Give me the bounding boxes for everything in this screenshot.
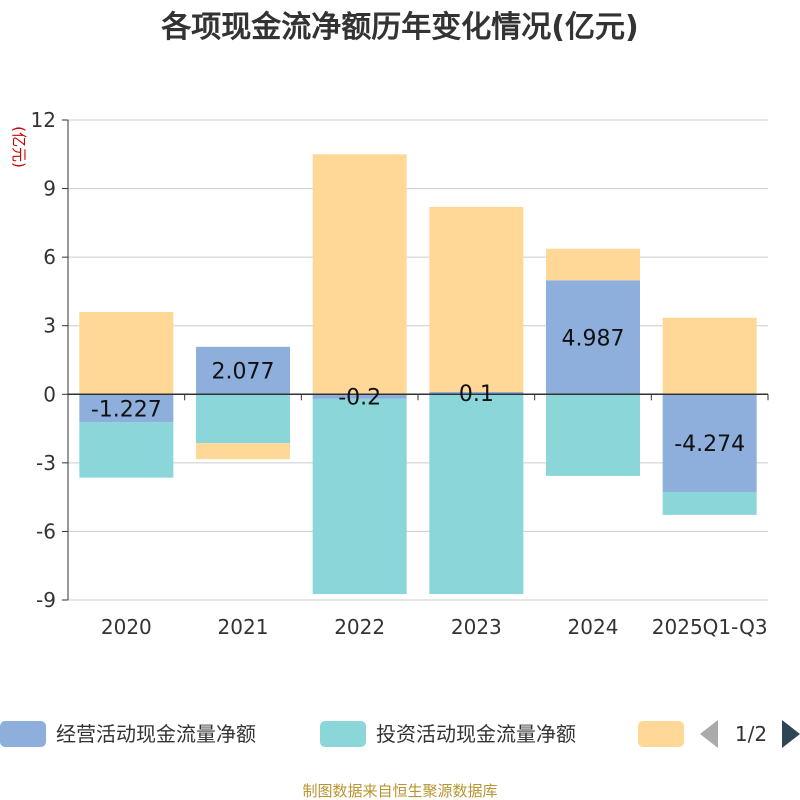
data-label: 0.1	[459, 382, 494, 407]
y-tick-label: 6	[43, 245, 56, 269]
x-tick-label: 2024	[568, 615, 619, 639]
bar-2-0	[79, 312, 174, 395]
data-label: 4.987	[562, 326, 625, 351]
y-tick-label: 0	[43, 382, 56, 406]
data-label: -4.274	[674, 432, 745, 457]
data-labels: -1.227 2.077 -0.2 0.1 4.987 -4.274	[91, 326, 745, 457]
bar-2-3	[429, 206, 524, 392]
bar-1-3	[429, 394, 524, 595]
data-label: -1.227	[91, 397, 162, 422]
bar-2-2	[312, 154, 407, 395]
x-tick-label: 2025Q1-Q3	[652, 615, 768, 639]
y-tick-label: 9	[43, 177, 56, 201]
bar-0-4	[546, 280, 640, 395]
x-tick-label: 2020	[101, 615, 152, 639]
x-tick-label: 2021	[218, 615, 269, 639]
bar-0-2	[312, 394, 407, 399]
data-label: -0.2	[338, 386, 381, 411]
y-axis-ticks: -9 -6 -3 0 3 6 9 12	[31, 108, 68, 612]
bar-1-5	[662, 491, 757, 515]
legend-swatch-0	[0, 721, 46, 747]
bar-0-1	[196, 346, 290, 395]
legend-swatch-2	[638, 721, 684, 747]
source-note: 制图数据来自恒生聚源数据库	[302, 782, 497, 800]
bar-0-5	[662, 394, 757, 492]
y-tick-label: -6	[36, 519, 56, 543]
legend-prev-icon	[700, 720, 718, 748]
legend: 经营活动现金流量净额 投资活动现金流量净额 1/2	[0, 720, 800, 748]
bar-1-4	[546, 394, 640, 476]
chart-title: 各项现金流净额历年变化情况(亿元)	[160, 10, 638, 45]
x-axis-ticks: 2020 2021 2022 2023 2024 2025Q1-Q3	[101, 615, 768, 639]
y-axis-unit: (亿元)	[10, 126, 28, 168]
axes	[67, 120, 769, 600]
bar-2-5	[662, 317, 757, 395]
bar-0-3	[429, 392, 524, 395]
y-tick-label: 3	[43, 314, 56, 338]
y-tick-label: -9	[36, 588, 56, 612]
bar-1-1	[196, 394, 290, 444]
legend-label-1: 投资活动现金流量净额	[376, 722, 576, 746]
data-label: 2.077	[212, 360, 275, 385]
legend-label-0: 经营活动现金流量净额	[56, 722, 256, 746]
bar-0-0	[79, 394, 174, 423]
bars	[79, 154, 757, 595]
x-tick-label: 2022	[334, 615, 385, 639]
legend-next-icon	[782, 720, 800, 748]
bar-1-2	[312, 398, 407, 595]
bar-1-0	[79, 422, 174, 478]
x-tick-label: 2023	[451, 615, 502, 639]
legend-page-indicator: 1/2	[735, 722, 767, 746]
grid-lines	[68, 119, 768, 601]
y-tick-label: -3	[36, 451, 56, 475]
legend-swatch-1	[320, 721, 366, 747]
bar-2-4	[546, 248, 640, 281]
y-tick-label: 12	[31, 108, 56, 132]
bar-2-1	[196, 443, 290, 460]
